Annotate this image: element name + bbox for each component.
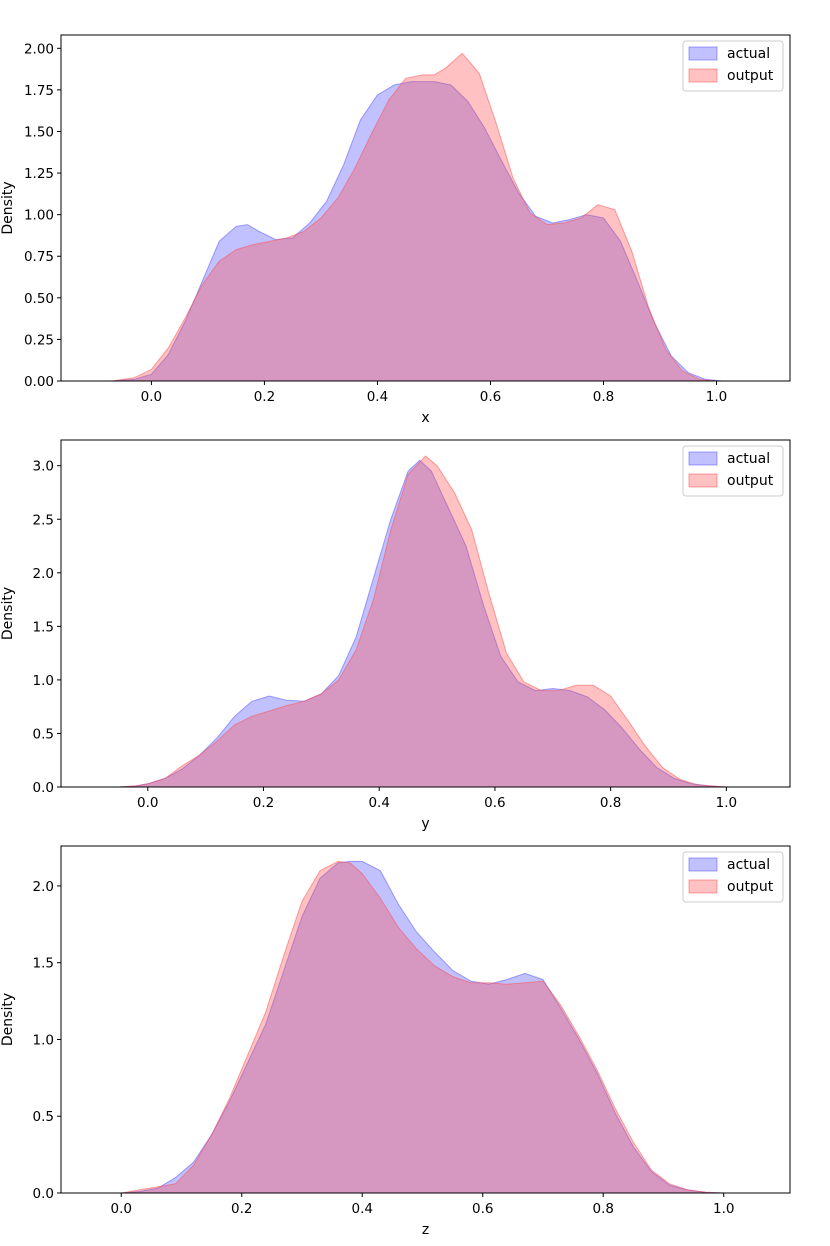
legend: actual output — [682, 445, 784, 497]
legend-swatch-actual — [688, 46, 718, 61]
legend-box — [682, 445, 784, 497]
y-tick-label: 0.50 — [24, 291, 54, 307]
x-tick-label: 0.0 — [137, 795, 158, 811]
legend-box — [682, 40, 784, 92]
x-tick-label: 0.6 — [472, 1201, 493, 1217]
chart-panel-2: 0.0 0.2 0.4 0.6 0.8 1.0 0.0 0.5 1.0 1.5 2.0 2.5 3.0 y… — [0, 439, 791, 832]
x-tick-label: 1.0 — [716, 795, 737, 811]
y-tick-label: 0.5 — [33, 726, 54, 742]
y-tick-label: 1.50 — [24, 124, 54, 140]
legend-label-output: output — [727, 473, 774, 489]
x-tick-label: 0.4 — [367, 389, 388, 405]
chart-panel-1: 0.0 0.2 0.4 0.6 0.8 1.0 0.00 0.25 0.50 0.75 1.00 1.… — [0, 34, 791, 426]
y-tick-label: 0.25 — [24, 332, 54, 348]
density-areas — [118, 455, 727, 787]
axes-frame — [60, 34, 791, 382]
y-tick-label: 3.0 — [33, 459, 54, 475]
area-actual — [121, 860, 742, 1193]
legend-swatch-output — [688, 879, 718, 894]
x-tick-label: 0.2 — [253, 795, 274, 811]
x-axis-label: y — [421, 816, 429, 832]
legend-label-output: output — [727, 879, 774, 895]
legend-box — [682, 851, 784, 903]
density-areas — [111, 52, 745, 381]
y-tick-label: 1.75 — [24, 83, 54, 99]
y-tick-label: 1.5 — [33, 619, 54, 635]
y-tick-label: 1.0 — [33, 673, 54, 689]
y-axis-label: Density — [0, 587, 16, 640]
x-tick-label: 0.2 — [254, 389, 275, 405]
legend-swatch-actual — [688, 857, 718, 872]
y-tick-label: 0.75 — [24, 249, 54, 265]
y-tick-label: 0.0 — [33, 1186, 54, 1202]
legend-swatch-output — [688, 68, 718, 83]
y-tick-label: 2.00 — [24, 41, 54, 57]
x-tick-label: 0.2 — [231, 1201, 252, 1217]
density-areas — [121, 860, 742, 1193]
area-output — [121, 860, 742, 1193]
legend-swatch-actual — [688, 451, 718, 466]
x-tick-label: 0.0 — [111, 1201, 132, 1217]
x-axis-label: x — [421, 410, 429, 426]
y-axis-label: Density — [0, 181, 16, 234]
y-tick-label: 0.0 — [33, 780, 54, 796]
x-tick-label: 0.8 — [592, 1201, 613, 1217]
area-output — [111, 52, 745, 381]
x-tick-label: 1.0 — [706, 389, 727, 405]
legend: actual output — [682, 40, 784, 92]
legend-label-output: output — [727, 68, 774, 84]
legend-label-actual: actual — [727, 857, 770, 873]
x-tick-label: 0.8 — [600, 795, 621, 811]
x-tick-label: 0.4 — [368, 795, 389, 811]
x-tick-label: 1.0 — [713, 1201, 734, 1217]
x-tick-label: 0.4 — [351, 1201, 372, 1217]
area-output — [118, 455, 727, 787]
legend-label-actual: actual — [727, 46, 770, 62]
x-tick-label: 0.8 — [593, 389, 614, 405]
x-tick-label: 0.6 — [480, 389, 501, 405]
area-actual — [118, 459, 727, 787]
y-tick-label: 2.5 — [33, 512, 54, 528]
legend-swatch-output — [688, 473, 718, 488]
y-tick-label: 2.0 — [33, 566, 54, 582]
x-tick-label: 0.6 — [484, 795, 505, 811]
y-tick-label: 2.0 — [33, 879, 54, 895]
y-tick-label: 1.00 — [24, 208, 54, 224]
y-tick-label: 1.0 — [33, 1032, 54, 1048]
x-axis-label: z — [422, 1222, 429, 1238]
axes-frame — [60, 439, 791, 788]
legend-label-actual: actual — [727, 451, 770, 467]
y-tick-label: 0.5 — [33, 1109, 54, 1125]
legend: actual output — [682, 851, 784, 903]
y-tick-label: 1.25 — [24, 166, 54, 182]
y-axis-label: Density — [0, 993, 16, 1046]
chart-panel-3: 0.0 0.2 0.4 0.6 0.8 1.0 0.0 0.5 1.0 1.5 2.0 z Densit… — [0, 845, 791, 1238]
y-tick-label: 1.5 — [33, 956, 54, 972]
y-tick-label: 0.00 — [24, 374, 54, 390]
axes-frame — [60, 845, 791, 1194]
x-tick-label: 0.0 — [141, 389, 162, 405]
